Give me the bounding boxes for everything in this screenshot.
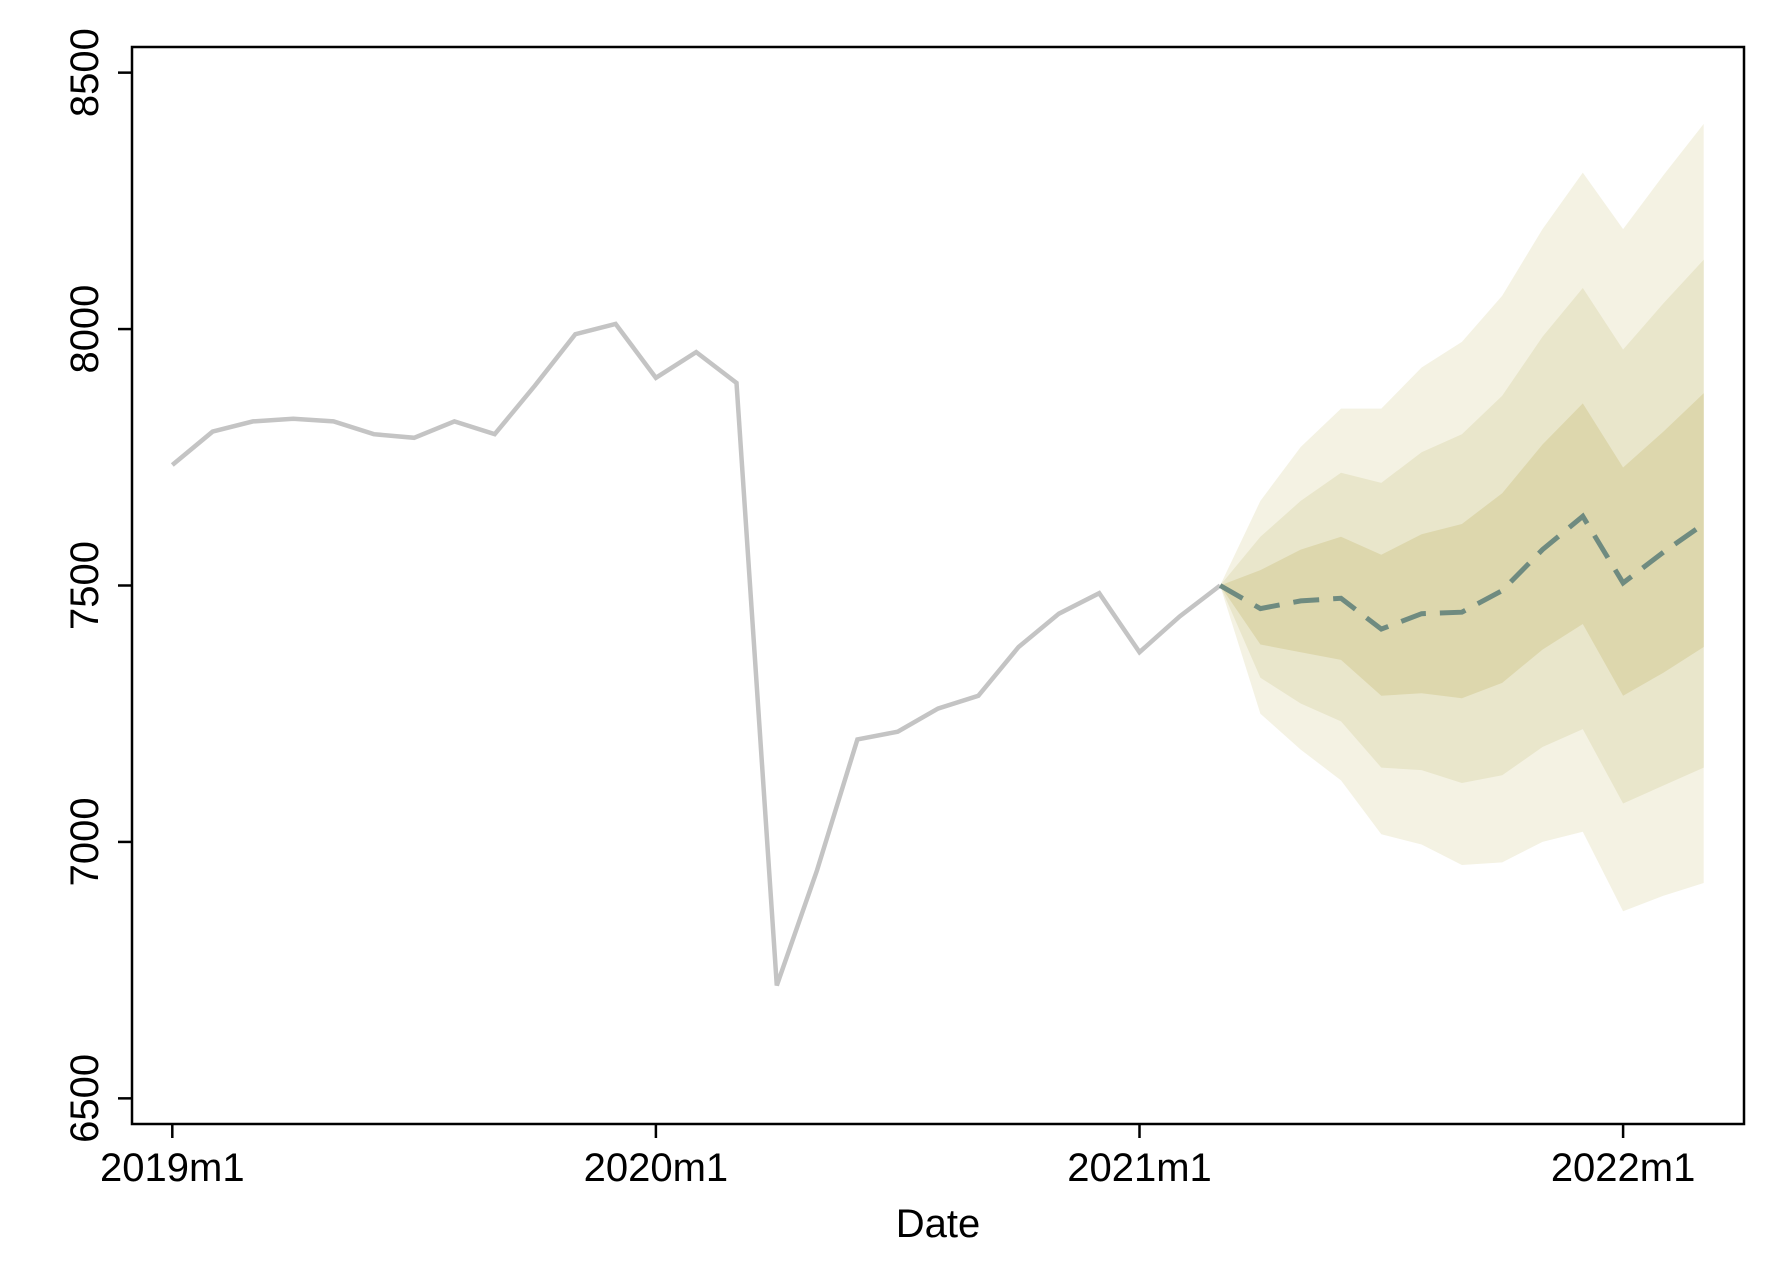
- y-tick-label: 6500: [63, 1054, 107, 1143]
- forecast-bands: [1220, 123, 1704, 912]
- y-tick-label: 7000: [63, 797, 107, 886]
- x-tick-label: 2022m1: [1551, 1146, 1696, 1190]
- y-tick-label: 7500: [63, 541, 107, 630]
- x-tick-label: 2019m1: [100, 1146, 245, 1190]
- forecast-band-inner: [1220, 393, 1704, 699]
- x-axis: 2019m1 2020m1 2021m1 2022m1: [100, 1124, 1695, 1190]
- history-line: [170, 321, 1222, 987]
- forecast-line: [1218, 512, 1706, 632]
- series-lines: [170, 321, 1706, 987]
- y-tick-label: 8000: [63, 285, 107, 374]
- y-axis: 6500 7000 7500 8000 8500: [63, 28, 132, 1143]
- y-tick-label: 8500: [63, 28, 107, 117]
- x-axis-title: Date: [896, 1202, 981, 1246]
- x-tick-label: 2021m1: [1067, 1146, 1212, 1190]
- x-tick-label: 2020m1: [584, 1146, 729, 1190]
